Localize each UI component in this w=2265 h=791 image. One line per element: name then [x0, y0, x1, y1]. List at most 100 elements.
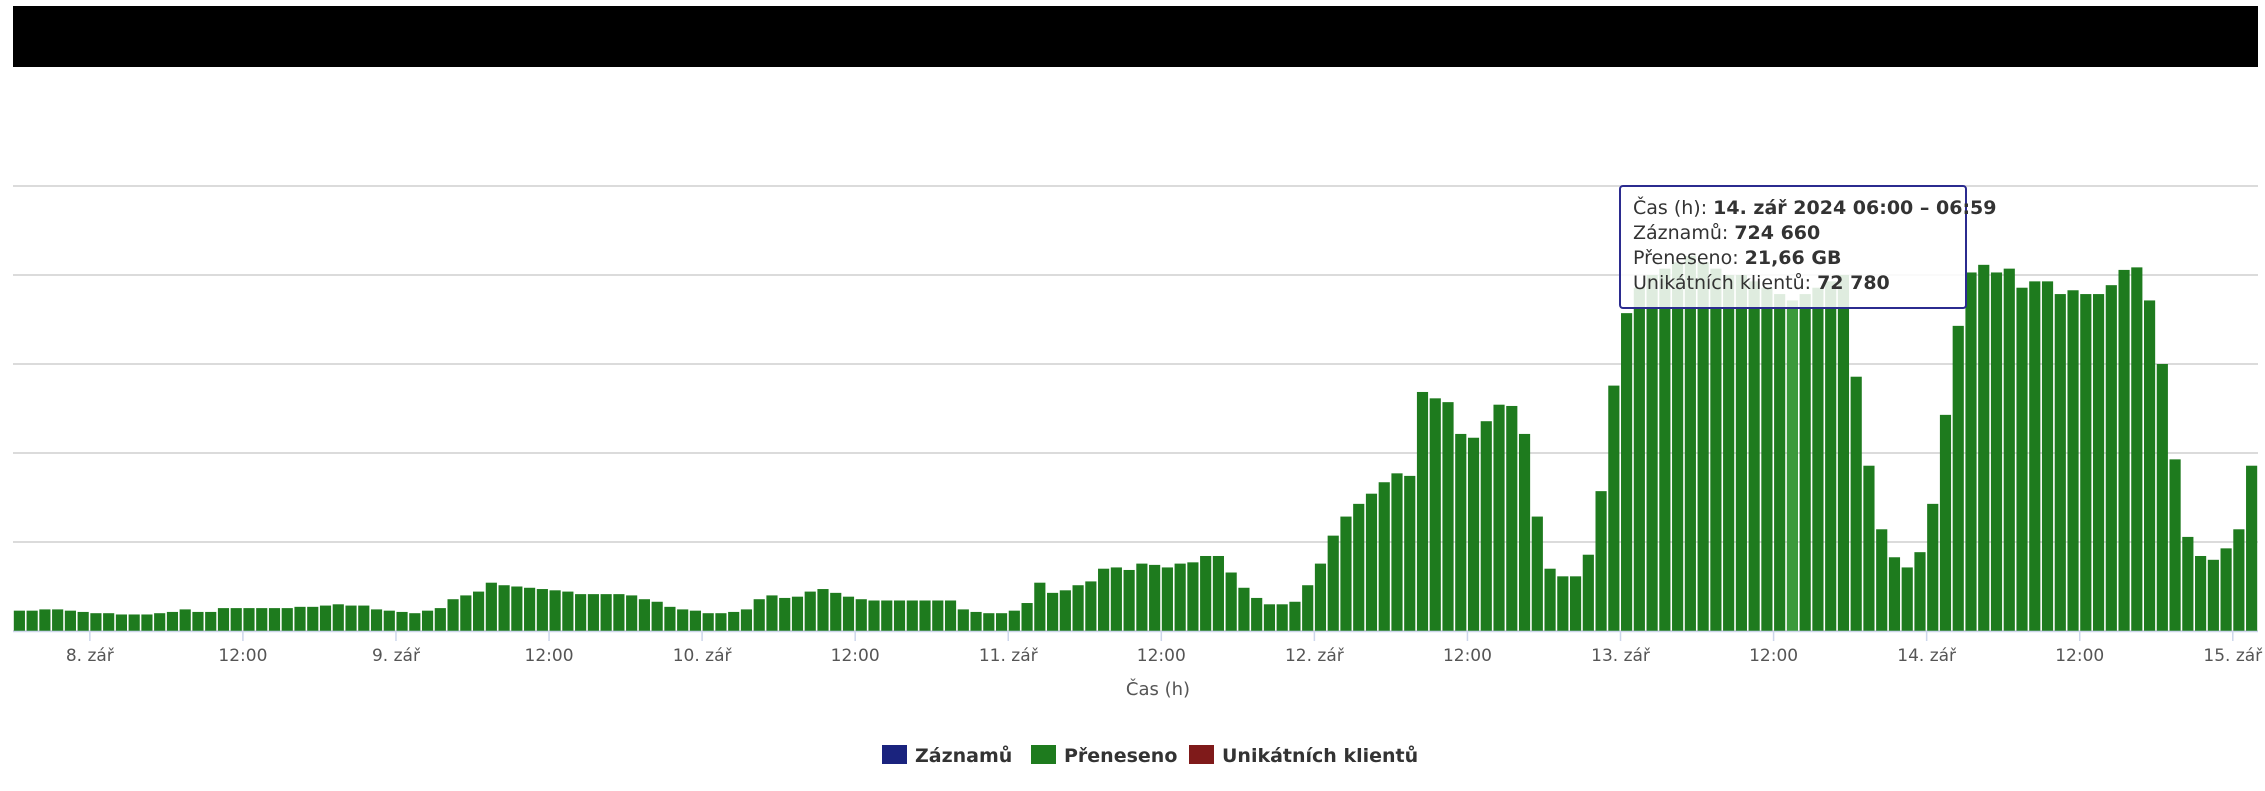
bar[interactable] [511, 586, 523, 632]
bar[interactable] [2003, 268, 2015, 631]
bar[interactable] [1200, 555, 1212, 631]
bar[interactable] [409, 613, 421, 631]
bar[interactable] [1442, 402, 1454, 631]
bar[interactable] [166, 611, 179, 631]
legend-item[interactable]: Unikátních klientů [1189, 744, 1418, 767]
bar[interactable] [1378, 482, 1390, 631]
bar[interactable] [1799, 294, 1811, 631]
bar[interactable] [664, 606, 676, 631]
bar[interactable] [932, 600, 944, 631]
bar[interactable] [39, 609, 51, 631]
bar[interactable] [2029, 281, 2041, 631]
bar[interactable] [753, 599, 765, 631]
bar[interactable] [600, 594, 612, 631]
bar[interactable] [651, 601, 663, 631]
legend-item[interactable]: Přeneseno [1031, 745, 1177, 767]
bar[interactable] [473, 591, 485, 631]
bar[interactable] [1621, 313, 1633, 631]
bar[interactable] [1761, 287, 1773, 631]
bar[interactable] [1965, 272, 1977, 631]
bar[interactable] [1276, 604, 1288, 631]
bar[interactable] [1786, 300, 1798, 631]
bar[interactable] [192, 611, 204, 631]
bar[interactable] [2233, 529, 2245, 631]
bar[interactable] [842, 596, 855, 631]
bar[interactable] [1085, 581, 1097, 631]
bar[interactable] [2169, 459, 2181, 631]
bar[interactable] [2016, 287, 2028, 631]
bar[interactable] [1506, 405, 1518, 631]
bar[interactable] [1225, 572, 1237, 631]
bar[interactable] [1939, 414, 1952, 631]
bar[interactable] [26, 610, 38, 631]
bar[interactable] [524, 587, 536, 631]
bar[interactable] [1059, 590, 1071, 631]
bar[interactable] [1825, 281, 1837, 631]
bar[interactable] [498, 585, 510, 631]
bar[interactable] [154, 613, 166, 631]
bar[interactable] [1608, 385, 1620, 631]
bar[interactable] [2092, 294, 2105, 631]
bar[interactable] [562, 591, 574, 631]
bar[interactable] [2054, 294, 2066, 631]
legend-item[interactable]: Záznamů [882, 744, 1012, 767]
bar[interactable] [1697, 262, 1709, 631]
bar[interactable] [2220, 548, 2232, 631]
bar[interactable] [2156, 364, 2168, 631]
bar[interactable] [13, 610, 25, 631]
bar[interactable] [1888, 557, 1901, 631]
bar[interactable] [1034, 582, 1046, 631]
bar[interactable] [2080, 294, 2092, 631]
bar[interactable] [613, 594, 625, 631]
bar[interactable] [944, 600, 957, 631]
bar[interactable] [1901, 567, 1913, 631]
bar[interactable] [1837, 275, 1850, 631]
bar[interactable] [319, 605, 332, 631]
bar[interactable] [1735, 275, 1747, 631]
bar[interactable] [689, 610, 702, 631]
bar[interactable] [983, 613, 995, 631]
bar[interactable] [434, 608, 446, 631]
bar[interactable] [970, 611, 982, 631]
bar[interactable] [1416, 391, 1429, 631]
bar[interactable] [1978, 264, 1990, 631]
bar[interactable] [1340, 516, 1352, 631]
bar[interactable] [1684, 255, 1696, 631]
bar[interactable] [1863, 465, 1875, 631]
bar[interactable] [1723, 275, 1735, 631]
bar[interactable] [1518, 433, 1531, 631]
bar[interactable] [677, 609, 689, 631]
legend[interactable]: Záznamů Přeneseno Unikátních klientů [882, 744, 1418, 767]
bar[interactable] [294, 606, 306, 631]
bar[interactable] [1327, 535, 1339, 631]
bar[interactable] [728, 611, 740, 631]
bar[interactable] [804, 591, 816, 631]
bar[interactable] [52, 609, 64, 631]
bar[interactable] [205, 611, 217, 631]
bar[interactable] [575, 594, 587, 631]
bar[interactable] [1008, 610, 1020, 631]
bar[interactable] [1569, 576, 1582, 631]
bar[interactable] [1633, 287, 1645, 631]
bar[interactable] [893, 600, 906, 631]
bar[interactable] [268, 608, 281, 631]
bar[interactable] [243, 608, 255, 631]
bar[interactable] [2131, 267, 2143, 631]
bar[interactable] [1455, 433, 1467, 631]
bar[interactable] [2207, 559, 2219, 631]
bar[interactable] [1544, 568, 1556, 631]
bar[interactable] [64, 610, 76, 631]
bar[interactable] [1263, 604, 1276, 631]
bar[interactable] [370, 609, 383, 631]
bar[interactable] [1774, 294, 1786, 631]
bar[interactable] [281, 608, 293, 631]
bar[interactable] [1952, 325, 1964, 631]
bar[interactable] [383, 610, 395, 631]
bar[interactable] [1365, 493, 1378, 631]
bar[interactable] [396, 611, 408, 631]
bar[interactable] [2105, 285, 2117, 631]
bar[interactable] [1123, 569, 1135, 631]
bar[interactable] [906, 600, 918, 631]
bar[interactable] [702, 613, 714, 631]
bar[interactable] [766, 595, 778, 631]
